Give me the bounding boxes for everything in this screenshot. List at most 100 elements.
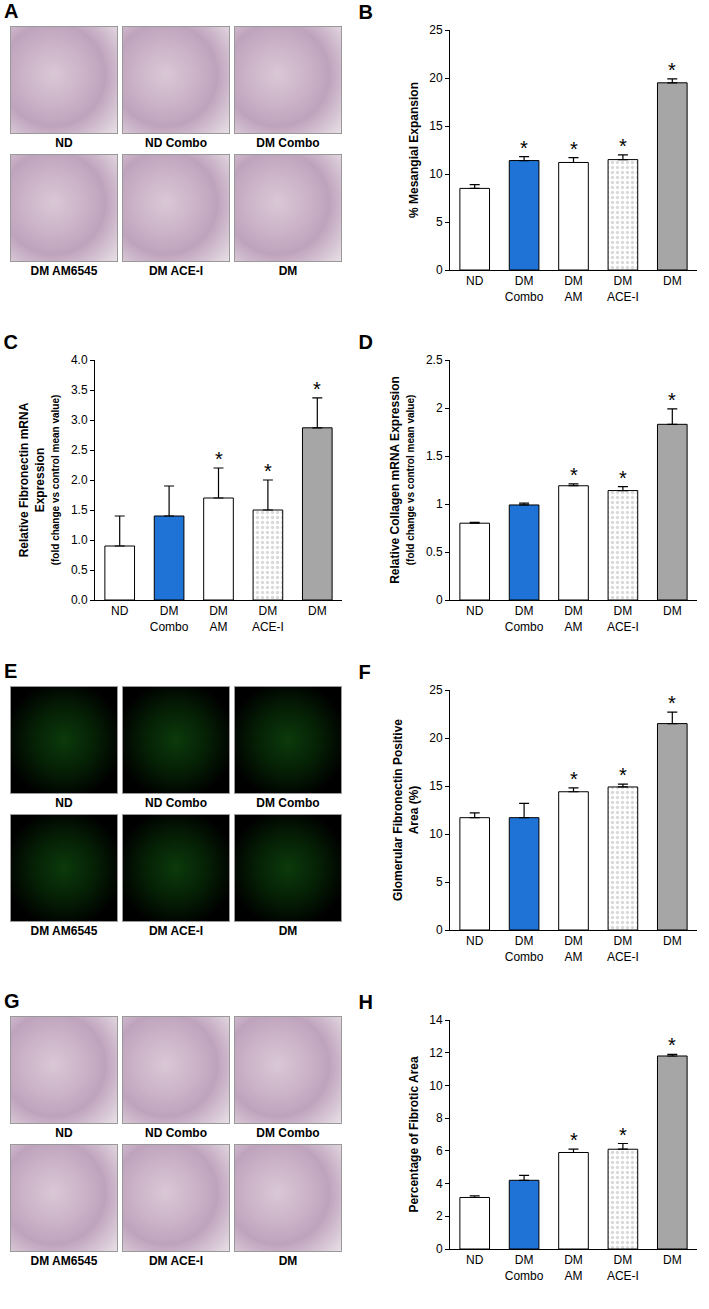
svg-text:1.5: 1.5 xyxy=(426,449,443,463)
svg-text:DMACE-I: DMACE-I xyxy=(607,934,639,964)
html-text:G: G xyxy=(4,990,20,1012)
svg-text:1.0: 1.0 xyxy=(71,533,88,547)
html-text:DM ACE-I: DM ACE-I xyxy=(148,264,204,278)
svg-text:ND: ND xyxy=(466,604,484,618)
svg-text:DMACE-I: DMACE-I xyxy=(607,274,639,304)
svg-text:2: 2 xyxy=(436,401,443,415)
svg-text:0.0: 0.0 xyxy=(71,593,88,607)
svg-text:H: H xyxy=(359,991,373,1013)
svg-text:10: 10 xyxy=(429,827,443,841)
svg-text:*: * xyxy=(215,448,223,470)
svg-text:B: B xyxy=(359,1,373,23)
svg-text:*: * xyxy=(619,135,627,157)
svg-text:0: 0 xyxy=(436,923,443,937)
html-text:ND Combo: ND Combo xyxy=(145,136,207,150)
svg-text:5: 5 xyxy=(436,215,443,229)
svg-text:% Mesangial Expansion: % Mesangial Expansion xyxy=(407,82,421,218)
svg-text:ND: ND xyxy=(466,274,484,288)
svg-text:3.5: 3.5 xyxy=(71,383,88,397)
svg-text:DM: DM xyxy=(663,1253,682,1267)
svg-text:0.5: 0.5 xyxy=(71,563,88,577)
svg-text:DMAM: DMAM xyxy=(564,1253,583,1283)
html-text:DM AM6545: DM AM6545 xyxy=(30,264,98,278)
svg-text:DMACE-I: DMACE-I xyxy=(607,1253,639,1283)
svg-text:12: 12 xyxy=(429,1046,443,1060)
svg-text:1: 1 xyxy=(436,497,443,511)
svg-text:DM: DM xyxy=(663,934,682,948)
svg-text:0: 0 xyxy=(436,1242,443,1256)
svg-text:ND: ND xyxy=(111,604,129,618)
svg-text:*: * xyxy=(668,1034,676,1056)
svg-text:D: D xyxy=(359,331,373,353)
svg-text:DMAM: DMAM xyxy=(209,604,228,634)
svg-text:20: 20 xyxy=(429,71,443,85)
svg-text:10: 10 xyxy=(429,167,443,181)
svg-text:DM: DM xyxy=(663,604,682,618)
svg-text:DMCombo: DMCombo xyxy=(505,604,544,634)
svg-text:8: 8 xyxy=(436,1111,443,1125)
svg-text:ND: ND xyxy=(466,1253,484,1267)
html-text:ND: ND xyxy=(55,136,73,150)
svg-text:0: 0 xyxy=(436,593,443,607)
svg-text:DMAM: DMAM xyxy=(564,604,583,634)
svg-text:DMAM: DMAM xyxy=(564,274,583,304)
svg-text:20: 20 xyxy=(429,731,443,745)
svg-text:DMCombo: DMCombo xyxy=(505,934,544,964)
svg-text:2.0: 2.0 xyxy=(71,473,88,487)
html-text:E: E xyxy=(4,660,18,682)
svg-text:4: 4 xyxy=(436,1177,443,1191)
svg-text:*: * xyxy=(668,692,676,714)
html-text:DM Combo: DM Combo xyxy=(256,796,320,810)
svg-text:25: 25 xyxy=(429,23,443,37)
html-text:ND Combo: ND Combo xyxy=(145,796,207,810)
svg-text:*: * xyxy=(619,467,627,489)
svg-text:*: * xyxy=(619,1124,627,1146)
svg-text:DM: DM xyxy=(663,274,682,288)
svg-text:*: * xyxy=(570,1129,578,1151)
svg-text:DMCombo: DMCombo xyxy=(505,274,544,304)
svg-text:*: * xyxy=(570,768,578,790)
svg-text:3.0: 3.0 xyxy=(71,413,88,427)
svg-text:1.5: 1.5 xyxy=(71,503,88,517)
svg-text:*: * xyxy=(668,389,676,411)
html-text:DM ACE-I: DM ACE-I xyxy=(148,924,204,938)
html-text:A: A xyxy=(4,0,19,22)
svg-text:2.5: 2.5 xyxy=(426,353,443,367)
html-text:DM AM6545: DM AM6545 xyxy=(30,924,98,938)
svg-text:14: 14 xyxy=(429,1013,443,1027)
svg-text:*: * xyxy=(264,460,272,482)
svg-text:15: 15 xyxy=(429,779,443,793)
svg-text:6: 6 xyxy=(436,1144,443,1158)
svg-text:2.5: 2.5 xyxy=(71,443,88,457)
svg-text:ND: ND xyxy=(466,934,484,948)
svg-text:F: F xyxy=(359,661,371,683)
svg-text:25: 25 xyxy=(429,683,443,697)
svg-text:DMACE-I: DMACE-I xyxy=(252,604,284,634)
svg-text:DMCombo: DMCombo xyxy=(505,1253,544,1283)
svg-text:Relative Fibronectin mRNAExpre: Relative Fibronectin mRNAExpression(fold… xyxy=(17,395,61,566)
html-text:DM Combo: DM Combo xyxy=(256,136,320,150)
svg-text:DM: DM xyxy=(308,604,327,618)
svg-text:DMCombo: DMCombo xyxy=(150,604,189,634)
html-text:DM: DM xyxy=(278,264,298,278)
svg-text:Percentage of Fibrotic Area: Percentage of Fibrotic Area xyxy=(407,1056,421,1213)
svg-text:*: * xyxy=(313,378,321,400)
svg-text:C: C xyxy=(4,331,18,353)
svg-text:Relative Collagen mRNA Express: Relative Collagen mRNA Expression(fold c… xyxy=(388,376,417,584)
svg-text:*: * xyxy=(668,59,676,81)
svg-text:*: * xyxy=(520,137,528,159)
svg-text:0: 0 xyxy=(436,263,443,277)
svg-text:0.5: 0.5 xyxy=(426,545,443,559)
svg-text:2: 2 xyxy=(436,1209,443,1223)
svg-text:5: 5 xyxy=(436,875,443,889)
svg-text:*: * xyxy=(570,464,578,486)
svg-text:DMACE-I: DMACE-I xyxy=(607,604,639,634)
svg-text:15: 15 xyxy=(429,119,443,133)
svg-text:Glomerular Fibronectin Positiv: Glomerular Fibronectin PositiveArea (%) xyxy=(391,719,421,901)
svg-text:*: * xyxy=(619,764,627,786)
html-text:ND: ND xyxy=(55,796,73,810)
svg-text:*: * xyxy=(570,138,578,160)
svg-text:10: 10 xyxy=(429,1079,443,1093)
svg-text:4.0: 4.0 xyxy=(71,353,88,367)
svg-text:DMAM: DMAM xyxy=(564,934,583,964)
